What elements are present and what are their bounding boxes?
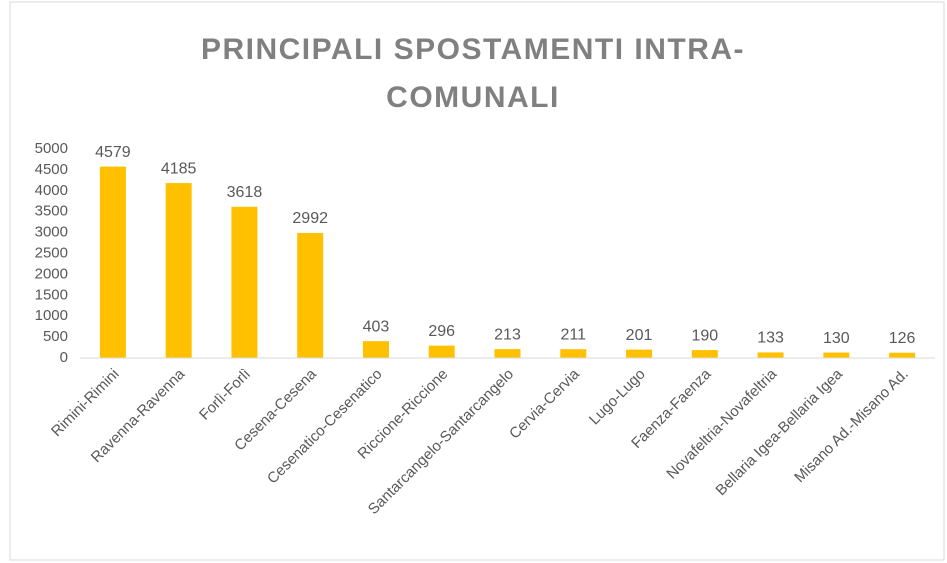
y-tick-label: 4500	[35, 161, 68, 178]
y-tick-label: 500	[43, 328, 68, 345]
data-label: 133	[757, 330, 784, 347]
x-tick-label: Misano Ad.-Misano Ad.	[791, 366, 912, 487]
x-tick-label: Cesenatico-Cesenatico	[264, 366, 386, 488]
x-tick-label: Novafeltria-Novafeltria	[663, 365, 780, 482]
y-tick-label: 2500	[35, 244, 68, 261]
chart-title: PRINCIPALI SPOSTAMENTI INTRA-COMUNALI	[200, 33, 746, 114]
data-label: 201	[626, 327, 653, 344]
bar	[297, 232, 324, 358]
y-tick-label: 0	[60, 349, 68, 366]
data-label: 296	[428, 323, 455, 340]
bar	[494, 349, 521, 358]
data-label: 2992	[292, 210, 328, 227]
x-tick-label: Cervia-Cervia	[506, 365, 583, 442]
y-tick-label: 5000	[35, 140, 68, 157]
y-tick-label: 4000	[35, 182, 68, 199]
x-tick-label: Rimini-Rimini	[48, 366, 122, 440]
frame	[9, 1, 945, 561]
data-label: 4579	[95, 144, 131, 161]
bar	[362, 341, 389, 358]
bar	[823, 352, 850, 358]
bar	[757, 352, 784, 358]
bar	[165, 183, 192, 358]
x-tick-label: Forlì-Forlì	[196, 366, 254, 424]
data-label: 130	[823, 330, 850, 347]
x-tick-label: Lugo-Lugo	[586, 366, 649, 429]
data-label: 403	[363, 318, 390, 335]
y-tick-label: 1500	[35, 286, 68, 303]
y-tick-label: 3000	[35, 224, 68, 241]
bar	[231, 206, 258, 358]
bar	[691, 350, 718, 358]
data-label: 3618	[227, 184, 263, 201]
bar	[626, 349, 653, 358]
y-tick-label: 3500	[35, 203, 68, 220]
data-label: 4185	[161, 160, 197, 177]
data-label: 213	[494, 326, 521, 343]
y-tick-label: 2000	[35, 265, 68, 282]
x-tick-label: Santarcangelo-Santarcangelo	[365, 366, 517, 518]
bar	[99, 166, 126, 358]
data-label: 211	[561, 326, 587, 343]
bar	[428, 345, 455, 358]
x-tick-label: Bellaria Igea-Bellaria Igea	[712, 365, 846, 499]
data-label: 126	[889, 330, 916, 347]
data-label: 190	[691, 327, 718, 344]
bar	[889, 352, 916, 358]
y-tick-label: 1000	[35, 307, 68, 324]
bar	[560, 349, 587, 358]
